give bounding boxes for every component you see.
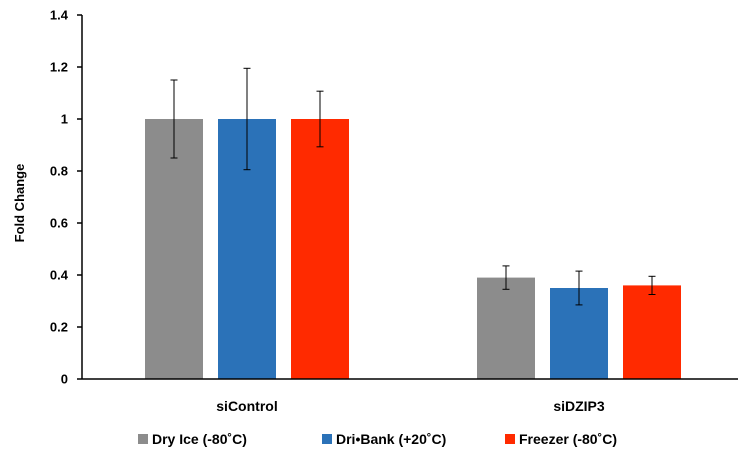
y-tick-label: 0.2 <box>50 320 68 335</box>
legend-swatch <box>322 434 332 444</box>
y-tick-label: 0.4 <box>50 268 69 283</box>
legend-swatch <box>505 434 515 444</box>
y-tick-label: 0.8 <box>50 164 68 179</box>
bar <box>623 285 681 379</box>
error-bars <box>170 67 656 306</box>
category-label: siDZIP3 <box>553 398 605 414</box>
category-labels: siControl siDZIP3 <box>216 398 605 414</box>
y-axis-title: Fold Change <box>12 164 27 243</box>
y-tick-label: 1 <box>61 112 68 127</box>
legend: Dry Ice (-80˚C) Dri•Bank (+20˚C) Freezer (… <box>138 431 617 447</box>
bar <box>477 277 535 379</box>
y-tick-label: 0 <box>61 372 68 387</box>
y-tick-label: 1.2 <box>50 60 68 75</box>
legend-swatch <box>138 434 148 444</box>
legend-label: Freezer (-80˚C) <box>519 431 617 447</box>
legend-label: Dry Ice (-80˚C) <box>152 431 247 447</box>
bars <box>145 119 681 379</box>
category-label: siControl <box>216 398 277 414</box>
legend-label: Dri•Bank (+20˚C) <box>336 431 446 447</box>
y-tick-label: 0.6 <box>50 216 68 231</box>
y-axis-ticks: 0 0.2 0.4 0.6 0.8 1 1.2 1.4 <box>50 8 82 387</box>
bar <box>145 119 203 379</box>
y-tick-label: 1.4 <box>50 8 69 23</box>
bar <box>291 119 349 379</box>
